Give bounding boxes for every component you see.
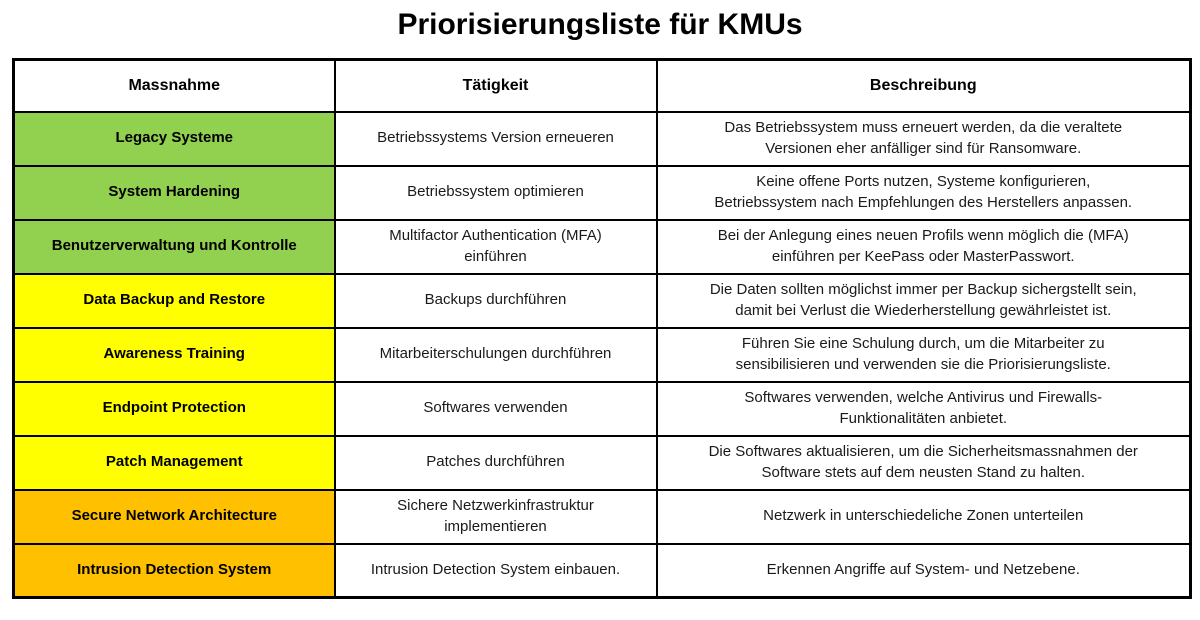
beschreibung-cell: Netzwerk in unterschiedeliche Zonen unte… [655,488,1192,545]
table-row: Legacy Systeme Betriebssystems Version e… [12,110,1192,167]
document-page: Priorisierungsliste für KMUs Massnahme T… [0,8,1200,620]
table-header-row: Massnahme Tätigkeit Beschreibung [12,58,1192,113]
taetigkeit-cell: Mitarbeiterschulungen durchführen [333,326,658,383]
page-title: Priorisierungsliste für KMUs [397,8,803,41]
taetigkeit-cell: Softwares verwenden [333,380,658,437]
table-row: System Hardening Betriebssystem optimier… [12,164,1192,221]
beschreibung-cell: Softwares verwenden, welche Antivirus un… [655,380,1192,437]
beschreibung-cell: Die Daten sollten möglichst immer per Ba… [655,272,1192,329]
massnahme-cell: Awareness Training [12,326,336,383]
beschreibung-cell: Bei der Anlegung eines neuen Profils wen… [655,218,1192,275]
taetigkeit-cell: Backups durchführen [333,272,658,329]
beschreibung-cell: Erkennen Angriffe auf System- und Netzeb… [655,542,1192,599]
table-row: Awareness Training Mitarbeiterschulungen… [12,326,1192,383]
massnahme-cell: Benutzerverwaltung und Kontrolle [12,218,336,275]
table-row: Data Backup and Restore Backups durchfüh… [12,272,1192,329]
header-taetigkeit: Tätigkeit [333,58,658,113]
header-beschreibung: Beschreibung [655,58,1192,113]
massnahme-cell: Patch Management [12,434,336,491]
massnahme-cell: Endpoint Protection [12,380,336,437]
massnahme-cell: Data Backup and Restore [12,272,336,329]
taetigkeit-cell: Multifactor Authentication (MFA) einführ… [333,218,658,275]
beschreibung-cell: Das Betriebssystem muss erneuert werden,… [655,110,1192,167]
beschreibung-cell: Keine offene Ports nutzen, Systeme konfi… [655,164,1192,221]
massnahme-cell: Intrusion Detection System [12,542,336,599]
priority-table: Massnahme Tätigkeit Beschreibung Legacy … [12,58,1192,599]
taetigkeit-cell: Betriebssystem optimieren [333,164,658,221]
massnahme-cell: Secure Network Architecture [12,488,336,545]
taetigkeit-cell: Patches durchführen [333,434,658,491]
table-row: Endpoint Protection Softwares verwenden … [12,380,1192,437]
taetigkeit-cell: Betriebssystems Version erneueren [333,110,658,167]
table-row: Secure Network Architecture Sichere Netz… [12,488,1192,545]
table-row: Benutzerverwaltung und Kontrolle Multifa… [12,218,1192,275]
massnahme-cell: Legacy Systeme [12,110,336,167]
beschreibung-cell: Führen Sie eine Schulung durch, um die M… [655,326,1192,383]
massnahme-cell: System Hardening [12,164,336,221]
header-massnahme: Massnahme [12,58,336,113]
table-row: Patch Management Patches durchführen Die… [12,434,1192,491]
taetigkeit-cell: Sichere Netzwerkinfrastruktur implementi… [333,488,658,545]
beschreibung-cell: Die Softwares aktualisieren, um die Sich… [655,434,1192,491]
taetigkeit-cell: Intrusion Detection System einbauen. [333,542,658,599]
table-row: Intrusion Detection System Intrusion Det… [12,542,1192,599]
